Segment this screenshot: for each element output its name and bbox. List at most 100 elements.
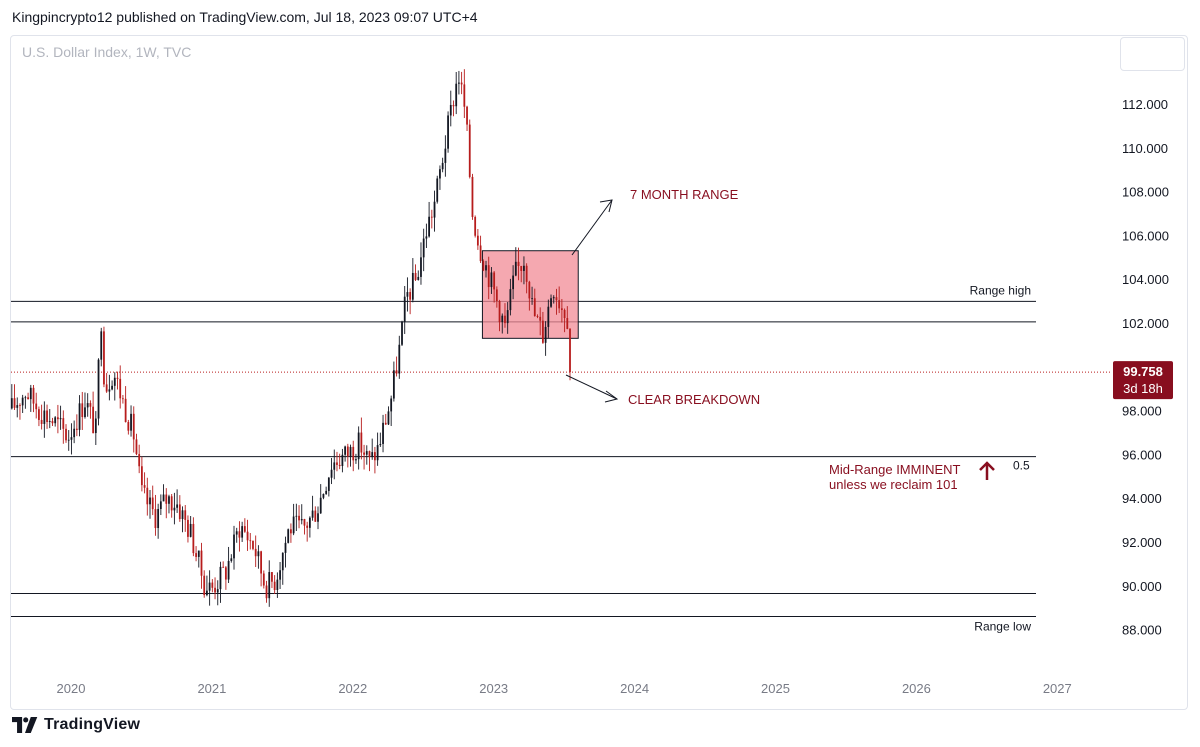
candle [168,494,170,514]
x-tick-label: 2026 [902,681,931,696]
candle [463,69,466,119]
candle [539,307,542,336]
candle [563,308,566,333]
y-tick-label: 108.000 [1122,185,1169,200]
candle [178,495,181,522]
price-chart[interactable]: Range high 0.5 Range low 112.000 110.000 108… [0,0,1200,712]
candle [314,506,317,522]
x-tick-label: 2023 [479,681,508,696]
candle [468,119,471,179]
chart-toolbar-box[interactable] [1120,37,1185,71]
candle [544,321,547,356]
candle [113,372,116,401]
candle [84,392,86,419]
candle [458,70,460,95]
candle [395,356,398,377]
candle [360,417,363,460]
candle [271,572,273,589]
candle [482,259,485,272]
candle [495,286,498,308]
candle [406,277,409,312]
candle [46,404,48,429]
mid-range-line-2: unless we reclaim 101 [829,477,958,492]
candle [439,165,441,190]
mid-range-line-1: Mid-Range IMMINENT [829,462,961,477]
candle [525,263,528,294]
candle [384,413,387,426]
candle [10,384,13,410]
candle [401,320,403,347]
candle [346,443,349,468]
seven-month-range-box[interactable] [481,250,579,339]
candle [430,209,433,229]
y-tick-label: 98.000 [1122,404,1162,419]
symbol-title[interactable]: U.S. Dollar Index, 1W, TVC [22,44,192,60]
candle [195,546,197,562]
candle [466,105,468,132]
last-price-value: 99.758 [1123,364,1163,379]
candle [214,577,216,600]
candle [371,438,374,460]
candle [122,394,124,404]
candle [119,365,122,409]
candle [517,247,520,281]
candle [368,450,371,472]
candle [476,228,479,250]
candle [35,392,38,419]
candle [452,100,455,117]
candle [227,546,230,583]
candle [252,540,254,551]
y-tick-label: 96.000 [1122,447,1162,462]
candle [154,494,157,536]
candle [206,575,208,597]
candle [233,525,235,570]
candle [352,440,355,472]
candle [162,484,165,502]
candle [428,201,431,238]
candle [422,228,425,272]
y-tick-label: 92.000 [1122,535,1162,550]
candle [509,278,512,316]
candle [523,256,525,285]
candle [311,495,314,521]
candle [444,135,447,177]
candle [29,384,32,412]
footer: TradingView [12,716,140,734]
candle [59,405,62,430]
candle [447,111,449,153]
candle [89,400,92,419]
candle [143,472,146,494]
candle [127,419,130,435]
candle [460,71,463,95]
candle [81,391,84,430]
candle [181,506,184,533]
candle [533,288,536,317]
x-tick-label: 2024 [620,681,649,696]
candle [487,256,490,300]
tradingview-brand[interactable]: TradingView [44,716,141,733]
candle [94,411,97,446]
candle [243,518,246,533]
candle [455,71,458,115]
candle [520,265,523,283]
candle [552,295,555,304]
candle [135,433,138,456]
candle [528,280,531,311]
candle [403,286,406,334]
candle [254,535,257,568]
candle [333,449,336,480]
candle [19,403,21,420]
candle [298,505,300,529]
candle [24,395,27,409]
candle [262,570,265,589]
candle [268,560,271,607]
x-tick-label: 2021 [197,681,226,696]
candle [173,492,176,525]
candle [441,157,444,173]
candle [149,489,151,519]
candle [103,326,105,388]
candle [140,456,143,492]
candle [132,406,135,453]
candle [292,503,295,536]
x-tick-label: 2025 [761,681,790,696]
